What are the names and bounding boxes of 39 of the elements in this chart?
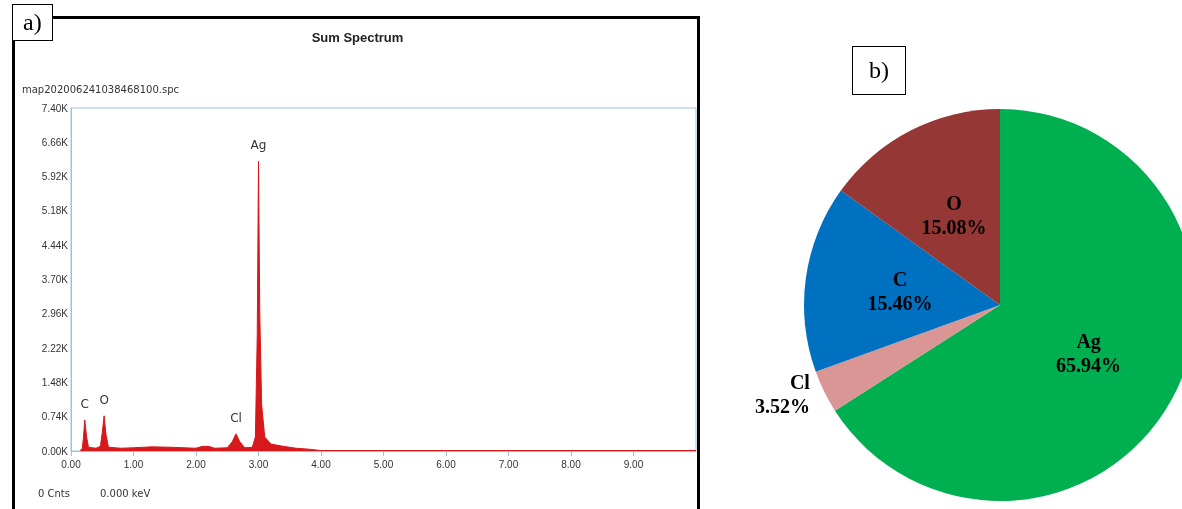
x-tick-label: 5.00 — [373, 458, 394, 470]
text: 0 Cnts — [38, 488, 70, 499]
annotation: C — [80, 396, 89, 411]
x-tick-label: 3.00 — [248, 458, 269, 470]
text: map202006241038468100.spc — [22, 84, 179, 95]
y-tick-label: 4.44K — [41, 239, 69, 251]
x-tick-label: 6.00 — [436, 458, 457, 470]
data-label: 3.52% — [754, 395, 810, 418]
y-tick-label: 0.74K — [41, 411, 69, 423]
slice-label: Ag — [1076, 330, 1101, 354]
text: b) — [852, 46, 906, 95]
y-tick-label: 2.22K — [41, 342, 69, 354]
y-tick-label: 3.70K — [41, 274, 69, 285]
x-tick-label: 4.00 — [311, 458, 332, 470]
slice-label: Cl — [789, 371, 811, 394]
data-label: 15.08% — [921, 216, 987, 239]
y-tick-label: 2.96K — [41, 308, 69, 320]
y-tick-label: 0.00K — [41, 445, 69, 457]
x-tick-label: 2.00 — [186, 458, 207, 470]
x-tick-label: 1.00 — [123, 458, 144, 470]
y-tick-label: 5.92K — [41, 171, 69, 183]
text: 0.000 keV — [100, 488, 151, 499]
data-label: 65.94% — [1056, 354, 1122, 377]
annotation: O — [99, 392, 109, 407]
y-tick-label: 6.66K — [41, 136, 69, 148]
data-label: 15.46% — [867, 292, 933, 315]
chart-title: Sum Spectrum — [311, 30, 404, 45]
x-tick-label: 7.00 — [498, 458, 519, 470]
slice-label: C — [892, 268, 908, 291]
x-tick-label: 9.00 — [623, 458, 644, 470]
x-tick-label: 0.00 — [61, 458, 82, 470]
y-tick-label: 1.48K — [41, 376, 69, 388]
slice-label: O — [946, 192, 962, 215]
y-tick-label: 5.18K — [41, 205, 69, 217]
x-tick-label: 8.00 — [561, 458, 582, 470]
text: a) — [12, 4, 53, 41]
y-tick-label: 7.40K — [41, 102, 69, 114]
annotation: Ag — [250, 138, 267, 153]
annotation: Cl — [230, 410, 242, 425]
